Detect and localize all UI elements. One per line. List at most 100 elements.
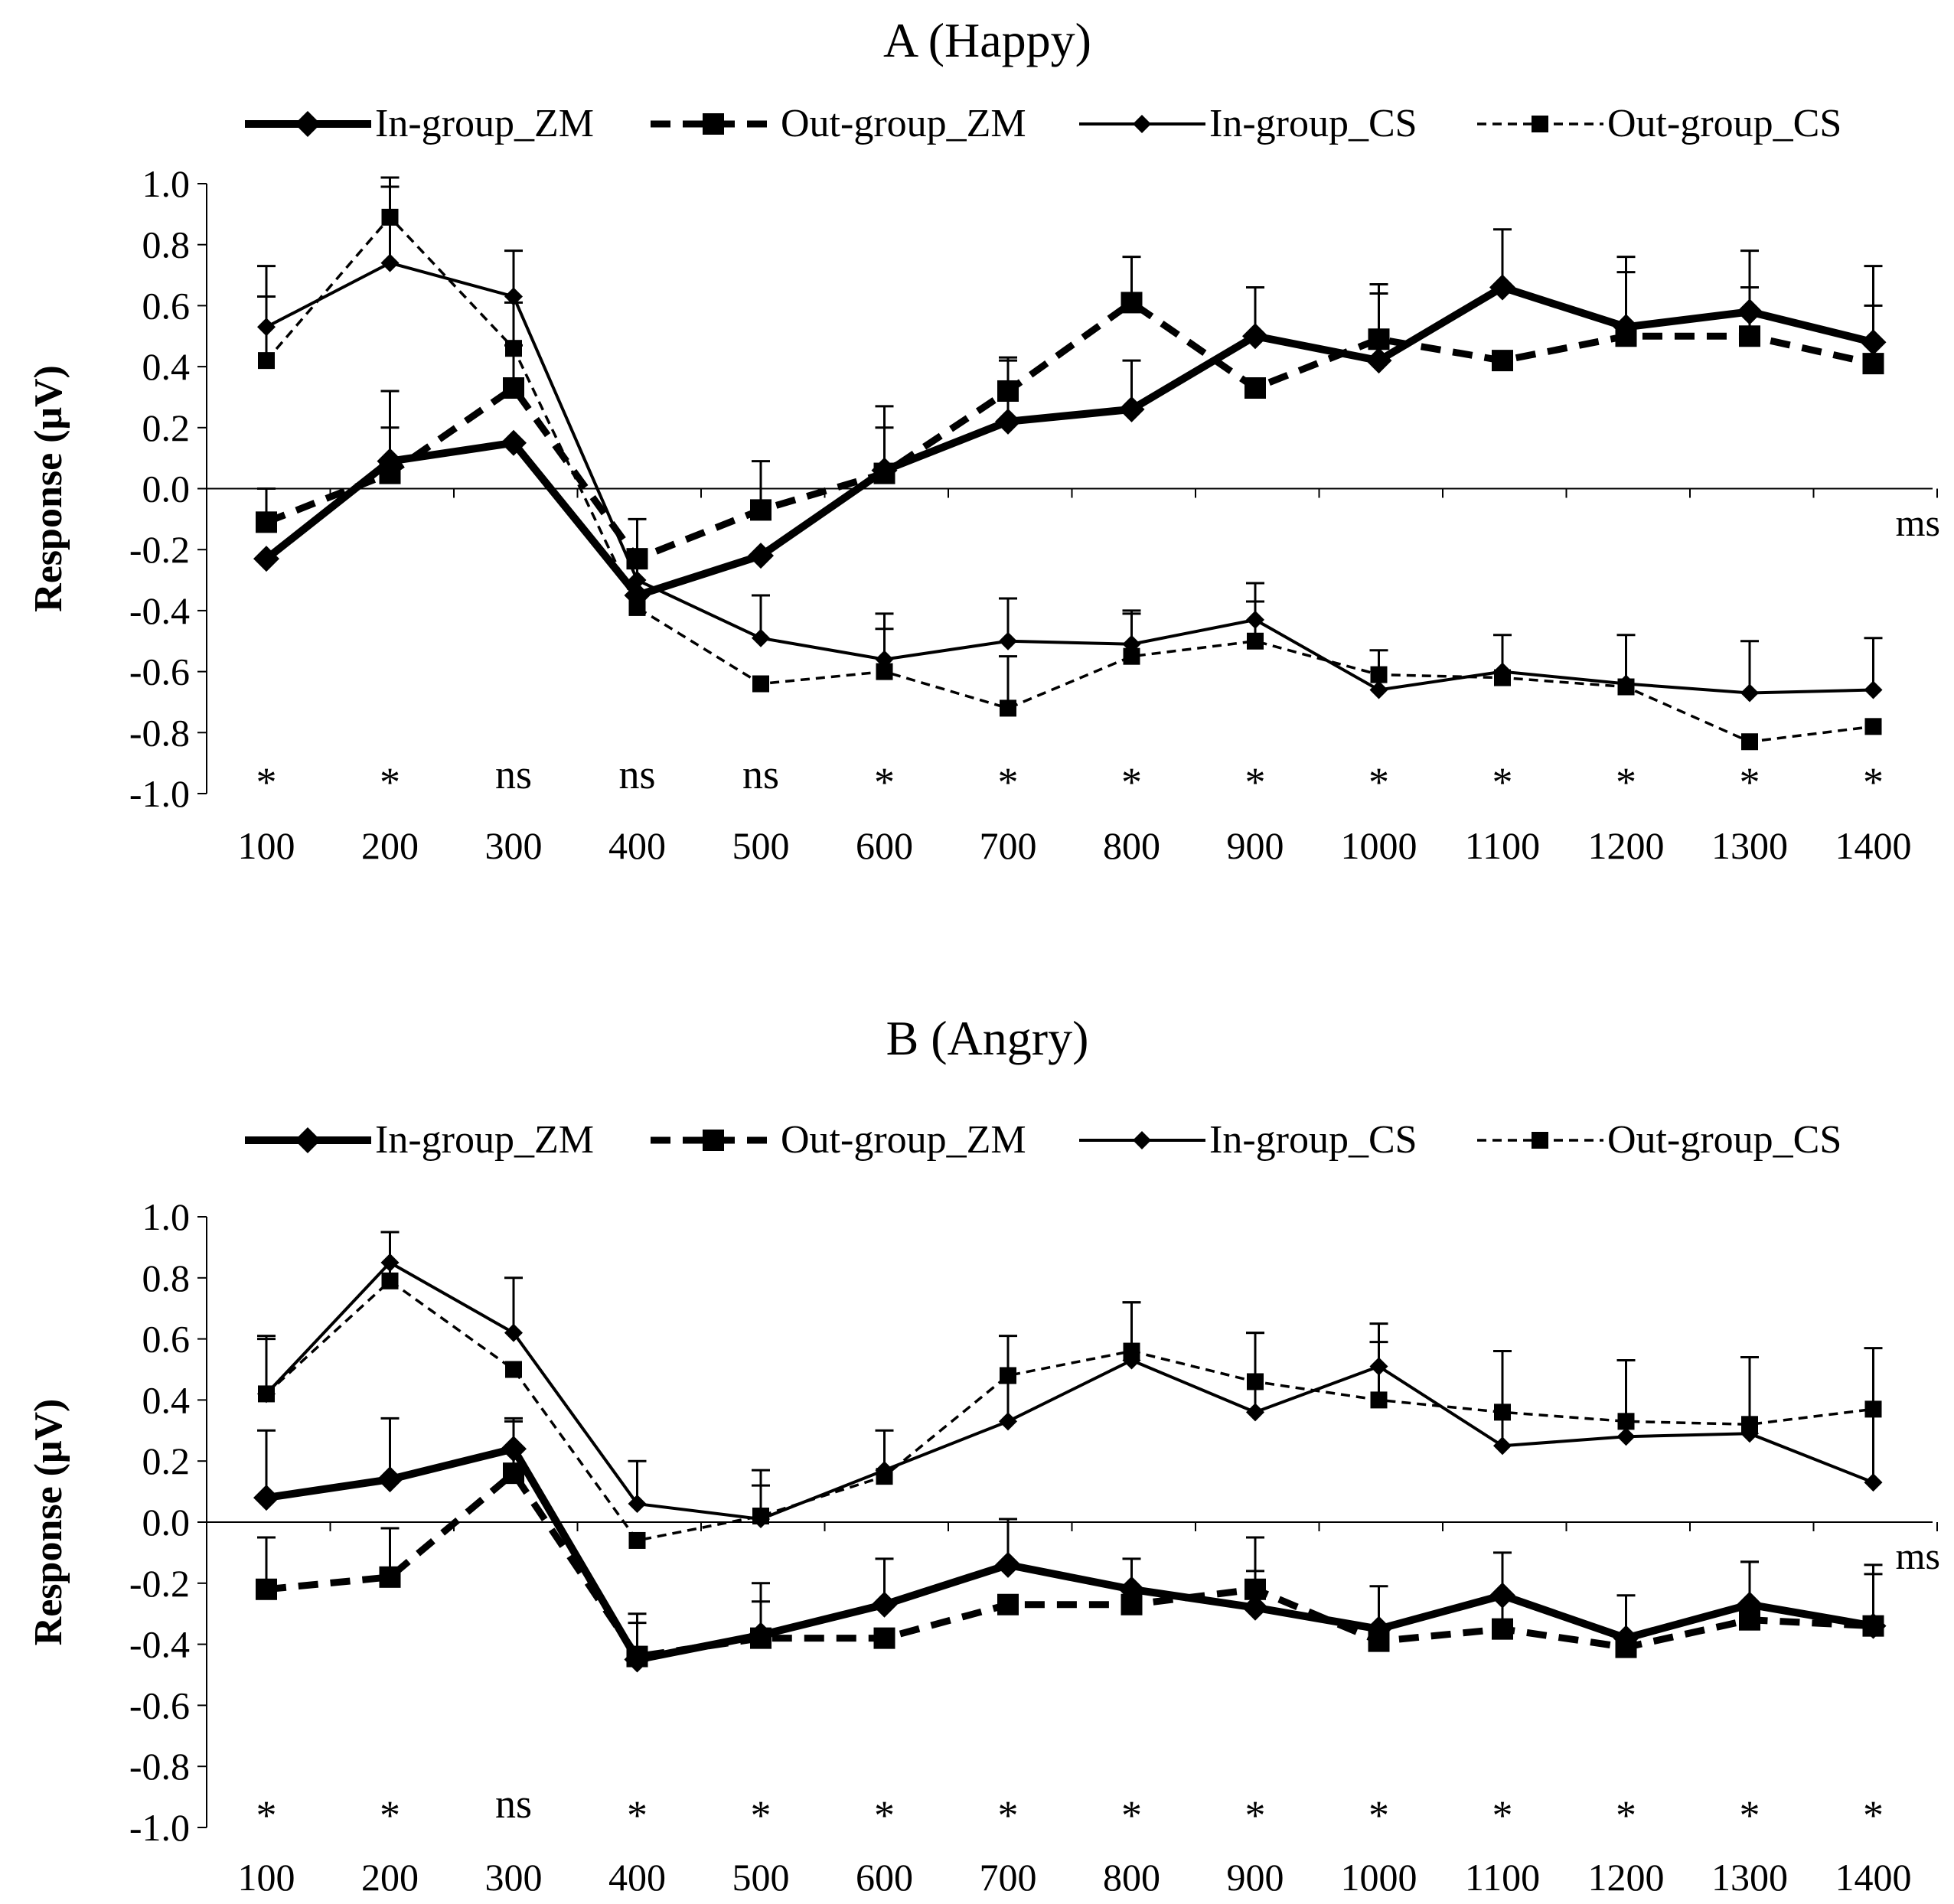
data-point [1492,1618,1513,1640]
significance-marker: * [874,759,895,805]
data-point [1617,1413,1635,1430]
legend-marker [1532,116,1548,132]
significance-marker: * [1121,1792,1142,1838]
data-point [752,675,769,693]
y-tick-label: 0.8 [142,223,191,266]
x-tick-label: 600 [856,1856,913,1899]
y-tick-label: 0.6 [142,284,191,327]
data-point [1370,666,1388,683]
data-point [997,380,1019,402]
data-point [1617,678,1635,696]
series-line [265,1260,1874,1521]
data-point [1244,377,1266,399]
significance-marker: * [1492,1792,1513,1838]
data-point [1370,1391,1388,1409]
data-point [628,1531,646,1549]
x-tick-label: 1000 [1341,1856,1417,1899]
data-point [1244,1578,1266,1600]
legend-label: In-group_CS [1209,102,1417,145]
x-tick-label: 700 [980,824,1037,867]
data-point [258,352,275,370]
data-point [258,1385,275,1403]
data-point [501,429,527,456]
series-line [266,261,1874,695]
data-point [1741,733,1758,751]
y-tick-label: -0.6 [129,1684,190,1726]
significance-marker: * [1368,1792,1389,1838]
data-point [381,208,399,226]
significance-marker: ns [742,751,779,797]
significance-marker: * [1492,759,1513,805]
significance-marker: * [1245,1792,1266,1838]
data-point [1246,1403,1264,1422]
significance-marker: * [256,759,277,805]
data-point [381,1272,399,1289]
y-tick-label: -0.2 [129,528,190,571]
series-out-group-zm [256,256,1884,570]
significance-marker: * [1616,1792,1636,1838]
legend-marker [703,113,724,135]
data-point [1862,353,1884,375]
x-unit-label: ms [1896,1534,1940,1577]
y-tick-label: -1.0 [129,772,190,815]
legend-marker [295,111,321,137]
data-point [628,598,646,616]
significance-marker: * [1863,1792,1884,1838]
legend-item: Out-group_CS [1477,102,1841,145]
chart-title: A (Happy) [883,13,1091,67]
data-point [253,1485,279,1511]
y-tick-label: 0.0 [142,1501,191,1544]
x-tick-label: 300 [485,1856,543,1899]
data-point [752,1508,769,1525]
data-point [1489,274,1515,301]
legend-marker [1532,1132,1548,1149]
significance-marker: ns [495,751,532,797]
legend-item: In-group_ZM [245,1118,594,1162]
series-line [263,283,1874,599]
y-tick-label: -0.4 [129,589,190,632]
data-point [750,499,771,521]
significance-marker: * [627,1792,648,1838]
x-tick-label: 1000 [1341,824,1417,867]
x-unit-label: ms [1896,501,1940,544]
x-tick-label: 1200 [1588,1856,1665,1899]
data-point [1739,325,1760,347]
data-point [505,1361,522,1378]
y-tick-label: 1.0 [142,1195,191,1238]
legend-item: Out-group_ZM [651,1118,1026,1162]
legend-label: In-group_ZM [375,1118,594,1162]
y-tick-label: -0.2 [129,1562,190,1605]
x-tick-label: 300 [485,824,543,867]
x-tick-label: 200 [361,824,419,867]
data-point [379,1566,401,1588]
x-tick-label: 500 [732,824,790,867]
legend-item: In-group_CS [1079,1118,1417,1162]
x-tick-label: 800 [1103,824,1160,867]
data-point [504,287,523,306]
data-point [873,462,895,484]
y-tick-label: -0.4 [129,1623,190,1666]
y-tick-label: 0.2 [142,406,191,449]
series-in-group-cs [257,176,1883,703]
significance-marker: ns [495,1781,532,1827]
y-tick-label: 1.0 [142,162,191,205]
legend-item: In-group_CS [1079,102,1417,145]
legend-item: Out-group_CS [1477,1118,1841,1162]
x-tick-label: 700 [980,1856,1037,1899]
legend: In-group_ZM Out-group_ZM In-group_CS Out-gr… [245,102,1841,145]
y-tick-label: 0.8 [142,1257,191,1299]
significance-marker: * [1740,1792,1760,1838]
x-tick-label: 1100 [1465,824,1540,867]
data-point [1369,680,1388,699]
significance-marker: * [1368,759,1389,805]
x-tick-label: 1400 [1835,1856,1912,1899]
panel-happy: A (Happy) In-group_ZM Out-group_ZM In-group… [27,13,1940,867]
chart-title: B (Angry) [886,1011,1089,1065]
data-point [628,1495,647,1514]
y-tick-label: -0.6 [129,650,190,693]
series-line [265,298,1874,562]
legend-marker [703,1130,724,1151]
series-in-group-zm [253,228,1887,608]
series-line [265,216,1874,744]
